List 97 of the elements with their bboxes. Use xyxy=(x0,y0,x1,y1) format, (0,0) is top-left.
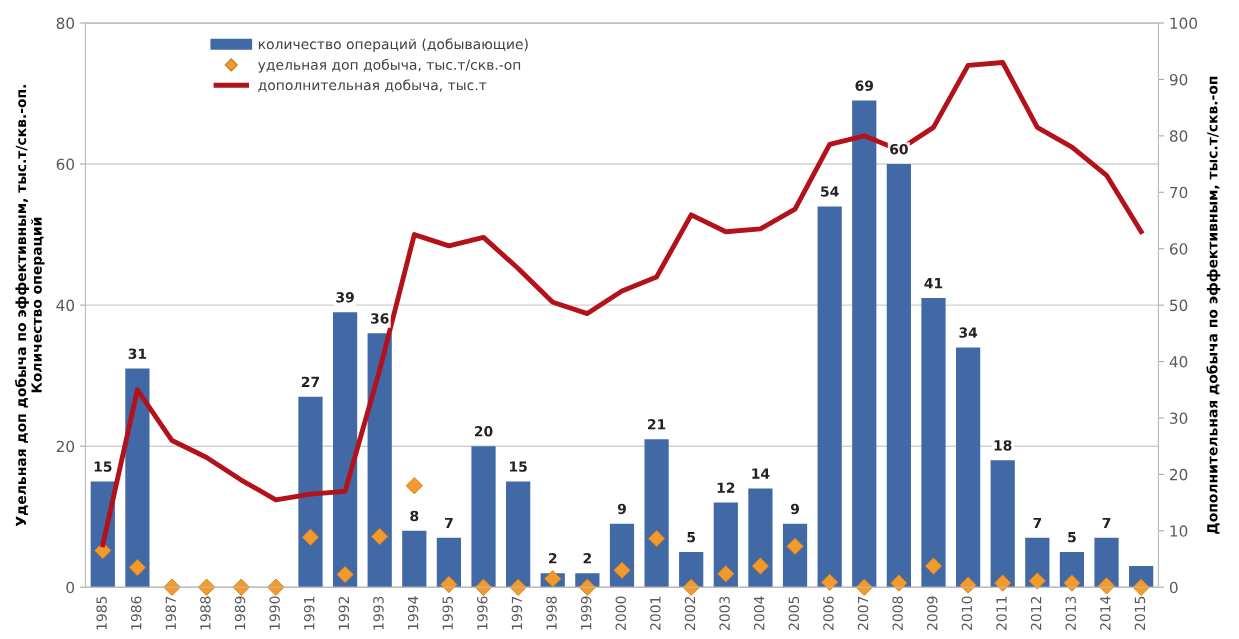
data-label: 54 xyxy=(821,186,839,197)
x-tick-label: 2010 xyxy=(961,596,973,630)
data-label: 15 xyxy=(94,461,112,472)
x-tick-label: 2004 xyxy=(753,596,765,630)
bar xyxy=(921,298,946,588)
x-tick-label: 1987 xyxy=(165,596,177,630)
bar xyxy=(471,446,496,588)
bar xyxy=(817,206,842,588)
y-axis-title: Удельная доп добыча по эффективным, тыс.т/скв.-оп. Количество операций xyxy=(15,85,45,527)
bar xyxy=(367,333,392,588)
x-tick-label: 2007 xyxy=(857,596,869,630)
data-label: 9 xyxy=(790,503,799,515)
y2-tick-label: 70 xyxy=(1170,186,1188,199)
y2-tick-label: 50 xyxy=(1170,299,1188,312)
data-label: 69 xyxy=(855,80,874,91)
bar xyxy=(852,100,877,588)
x-tick-label: 2014 xyxy=(1100,596,1111,630)
y2-tick-label: 80 xyxy=(1169,130,1188,142)
y2-tick-label: 0 xyxy=(1169,581,1178,594)
x-tick-label: 1988 xyxy=(200,596,211,630)
data-label: 31 xyxy=(128,348,147,359)
x-tick-label: 1993 xyxy=(373,596,384,630)
x-tick-label: 2009 xyxy=(927,596,938,630)
x-tick-label: 1999 xyxy=(580,596,592,630)
bar xyxy=(886,164,911,588)
y-tick-label: 60 xyxy=(56,158,75,171)
bar xyxy=(402,530,427,588)
data-label: 20 xyxy=(474,426,493,437)
x-tick-label: 1994 xyxy=(407,596,419,630)
data-label: 9 xyxy=(617,503,626,515)
x-tick-label: 2011 xyxy=(996,596,1007,630)
y2-axis-title: Дополнительная добыча по эффективным, тыс.т/скв.-оп xyxy=(1206,76,1221,534)
data-label: 5 xyxy=(687,532,696,543)
x-tick-label: 1995 xyxy=(442,596,453,630)
x-tick-label: 1989 xyxy=(234,596,246,630)
data-label: 34 xyxy=(959,327,978,338)
bar xyxy=(125,368,150,588)
x-tick-label: 2000 xyxy=(615,596,627,630)
x-tick-label: 2015 xyxy=(1134,596,1146,630)
x-tick-label: 2002 xyxy=(684,596,696,630)
legend-label: количество операций (добывающие) xyxy=(258,38,528,52)
data-label: 2 xyxy=(549,552,557,564)
data-label: 7 xyxy=(1102,517,1111,529)
bar xyxy=(782,523,808,588)
y-tick-label: 0 xyxy=(66,581,75,594)
x-tick-label: 2013 xyxy=(1065,596,1076,630)
x-tick-label: 2006 xyxy=(823,596,834,630)
x-tick-label: 1985 xyxy=(96,596,107,630)
x-tick-label: 1998 xyxy=(546,596,557,630)
data-label: 8 xyxy=(410,510,419,522)
bar xyxy=(298,396,323,588)
y-tick-label: 40 xyxy=(56,299,75,312)
x-tick-label: 2001 xyxy=(650,596,661,630)
y-tick-label: 80 xyxy=(56,17,75,30)
x-tick-label: 1990 xyxy=(269,596,280,630)
y2-tick-label: 10 xyxy=(1170,525,1188,537)
data-label: 12 xyxy=(717,482,735,493)
y2-tick-label: 40 xyxy=(1169,356,1188,368)
y2-tick-label: 90 xyxy=(1169,73,1188,86)
data-label: 36 xyxy=(370,313,389,324)
bar xyxy=(644,439,669,588)
legend-label: удельная доп добыча, тыс.т/скв.-оп xyxy=(258,58,521,73)
x-tick-label: 1992 xyxy=(338,596,350,630)
y2-tick-label: 30 xyxy=(1170,412,1188,424)
y2-tick-label: 60 xyxy=(1169,243,1188,255)
data-label: 39 xyxy=(336,292,354,303)
bar xyxy=(332,312,358,588)
bar xyxy=(955,347,981,588)
data-label: 7 xyxy=(1033,517,1042,529)
bar xyxy=(990,460,1015,588)
bar xyxy=(1094,537,1119,588)
data-label: 14 xyxy=(752,468,770,479)
data-label: 18 xyxy=(994,440,1012,451)
data-label: 21 xyxy=(648,418,666,430)
x-tick-label: 1997 xyxy=(511,596,523,630)
x-tick-label: 2003 xyxy=(719,596,730,630)
bar xyxy=(506,481,531,588)
legend-label: дополнительная добыча, тыс.т xyxy=(258,79,487,93)
x-tick-label: 1996 xyxy=(477,596,488,630)
data-label: 2 xyxy=(583,552,591,564)
x-tick-label: 2012 xyxy=(1030,596,1042,630)
y2-tick-label: 20 xyxy=(1170,468,1188,481)
data-label: 27 xyxy=(301,376,320,387)
data-label: 60 xyxy=(890,143,908,155)
y2-tick-label: 100 xyxy=(1170,17,1198,30)
x-tick-label: 1991 xyxy=(303,596,315,630)
bar xyxy=(748,488,773,588)
bar xyxy=(609,523,635,588)
x-tick-label: 2008 xyxy=(892,596,903,630)
data-label: 5 xyxy=(1068,532,1076,543)
bar xyxy=(713,502,738,588)
data-label: 41 xyxy=(924,278,943,289)
data-label: 15 xyxy=(510,461,527,472)
y-tick-label: 20 xyxy=(56,440,75,453)
data-label: 7 xyxy=(445,517,453,529)
x-tick-label: 2005 xyxy=(788,596,800,630)
x-tick-label: 1986 xyxy=(130,596,142,630)
